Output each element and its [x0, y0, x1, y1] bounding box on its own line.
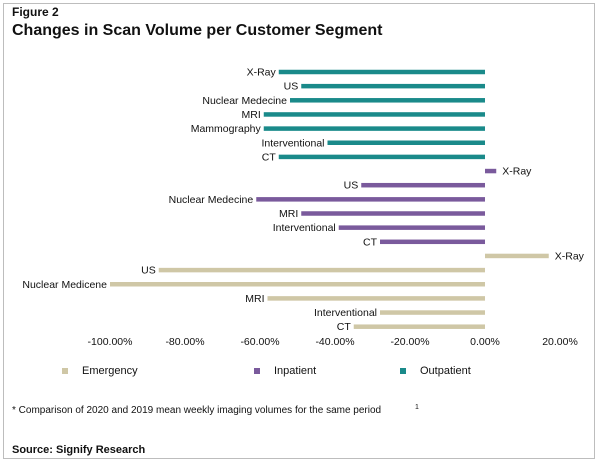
chart-title: Changes in Scan Volume per Customer Segm…	[12, 22, 383, 39]
bar-label-outpatient-x-ray: X-Ray	[247, 67, 277, 79]
bar-outpatient-us	[301, 83, 485, 89]
bar-label-emergency-interventional: Interventional	[314, 307, 377, 319]
bar-label-emergency-us: US	[141, 265, 156, 277]
bar-inpatient-interventional	[338, 225, 485, 230]
bar-inpatient-ct	[380, 239, 485, 245]
bar-inpatient-nuclear-medecine	[256, 197, 485, 202]
legend-label-emergency: Emergency	[82, 365, 138, 377]
legend-swatch-outpatient	[400, 368, 406, 374]
legend-label-outpatient: Outpatient	[420, 365, 471, 377]
legend-item-emergency: Emergency	[62, 365, 138, 377]
bar-outpatient-nuclear-medecine	[290, 98, 485, 103]
x-tick-label: -20.00%	[390, 336, 429, 348]
bar-label-outpatient-nuclear-medecine: Nuclear Medecine	[202, 95, 287, 107]
legend-swatch-inpatient	[254, 368, 260, 374]
bar-label-emergency-x-ray: X-Ray	[555, 250, 585, 262]
bar-inpatient-mri	[301, 211, 485, 216]
bar-label-outpatient-us: US	[284, 81, 299, 93]
bar-label-outpatient-ct: CT	[262, 151, 277, 163]
legend-item-outpatient: Outpatient	[400, 365, 471, 377]
bar-label-inpatient-nuclear-medecine: Nuclear Medecine	[169, 194, 254, 206]
source-credit: Source: Signify Research	[12, 444, 146, 456]
x-tick-label: 0.00%	[470, 336, 500, 348]
bar-label-outpatient-mammography: Mammography	[191, 123, 262, 135]
bar-outpatient-mammography	[263, 126, 485, 131]
bar-label-emergency-nuclear-medicene: Nuclear Medicene	[22, 279, 107, 291]
bar-label-emergency-mri: MRI	[245, 293, 264, 305]
bar-label-outpatient-mri: MRI	[242, 109, 261, 121]
bar-label-inpatient-us: US	[344, 180, 359, 192]
bar-label-inpatient-interventional: Interventional	[273, 222, 336, 234]
x-tick-label: -100.00%	[88, 336, 133, 348]
bar-emergency-mri	[267, 296, 485, 301]
bar-emergency-ct	[353, 324, 485, 329]
bar-label-emergency-ct: CT	[337, 321, 352, 333]
x-tick-label: -60.00%	[240, 336, 279, 348]
x-tick-label: 20.00%	[542, 336, 578, 348]
x-tick-label: -40.00%	[315, 336, 354, 348]
bar-outpatient-ct	[278, 154, 485, 160]
bar-label-outpatient-interventional: Interventional	[261, 137, 324, 149]
figure-frame	[3, 3, 595, 459]
bar-inpatient-x-ray	[485, 168, 497, 174]
footnote: * Comparison of 2020 and 2019 mean weekl…	[12, 405, 382, 416]
footnote-marker: 1	[415, 404, 419, 411]
bar-outpatient-mri	[263, 112, 485, 117]
x-tick-label: -80.00%	[165, 336, 204, 348]
bar-emergency-interventional	[380, 310, 485, 315]
bar-outpatient-interventional	[327, 140, 485, 145]
figure-label: Figure 2	[12, 5, 59, 19]
bar-emergency-nuclear-medicene	[110, 282, 485, 287]
bar-label-inpatient-x-ray: X-Ray	[502, 166, 532, 178]
legend-swatch-emergency	[62, 368, 68, 374]
legend-item-inpatient: Inpatient	[254, 365, 316, 377]
bar-inpatient-us	[361, 182, 485, 188]
bar-emergency-us	[158, 267, 485, 273]
bar-emergency-x-ray	[485, 253, 549, 259]
legend-label-inpatient: Inpatient	[274, 365, 317, 377]
bar-outpatient-x-ray	[278, 69, 485, 75]
bar-label-inpatient-ct: CT	[363, 236, 378, 248]
bar-label-inpatient-mri: MRI	[279, 208, 298, 220]
